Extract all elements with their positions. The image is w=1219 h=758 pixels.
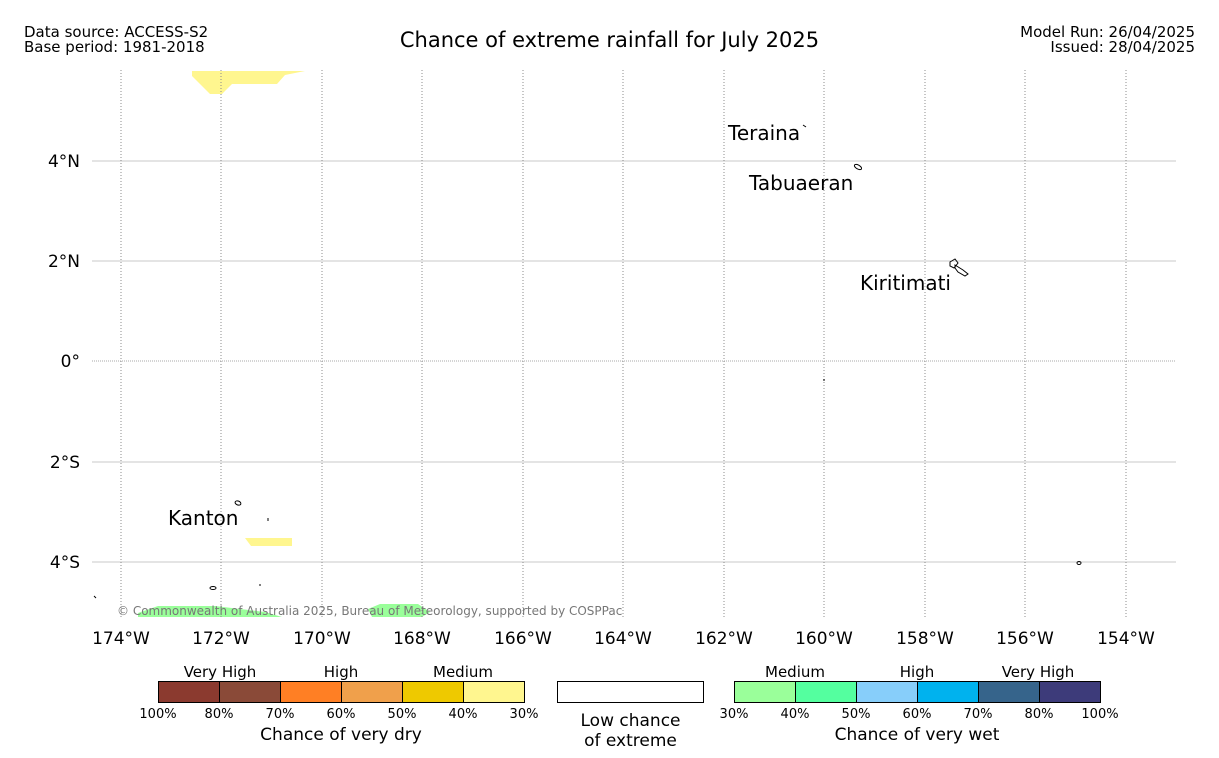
lat-label: 4°S bbox=[50, 553, 80, 573]
dry-tick: 70% bbox=[265, 707, 295, 722]
lat-label: 0° bbox=[61, 352, 80, 372]
wet-region-south-central bbox=[368, 604, 430, 617]
data-source: Data source: ACCESS-S2 bbox=[24, 23, 209, 41]
islet-far-west bbox=[93, 595, 97, 599]
dry-swatch bbox=[219, 681, 281, 703]
teraina-island bbox=[802, 124, 807, 128]
place-label-kanton: Kanton bbox=[168, 506, 238, 530]
lat-label: 4°N bbox=[48, 152, 80, 172]
tabuaeran-island bbox=[853, 163, 863, 171]
dry-tick: 40% bbox=[448, 707, 478, 722]
dry-region-kanton bbox=[245, 538, 292, 546]
lon-gridlines bbox=[120, 70, 1127, 618]
lon-label: 164°W bbox=[594, 629, 652, 649]
wet-group-high: High bbox=[899, 663, 935, 681]
dry-tick: 80% bbox=[204, 707, 234, 722]
kiritimati-island bbox=[949, 258, 969, 277]
lon-label: 156°W bbox=[996, 629, 1054, 649]
dry-tick: 50% bbox=[387, 707, 417, 722]
islet-south-west-a bbox=[209, 586, 217, 590]
lon-label: 174°W bbox=[92, 629, 150, 649]
wet-region-south-west bbox=[138, 606, 282, 617]
wet-swatch bbox=[856, 681, 918, 703]
lon-label: 162°W bbox=[695, 629, 753, 649]
wet-swatch bbox=[734, 681, 796, 703]
lon-label: 166°W bbox=[494, 629, 552, 649]
lat-label: 2°N bbox=[48, 252, 80, 272]
wet-group-very-high: Very High bbox=[1001, 663, 1075, 681]
dry-group-very-high: Very High bbox=[183, 663, 257, 681]
wet-swatch bbox=[1039, 681, 1101, 703]
dry-swatch bbox=[463, 681, 525, 703]
wet-tick: 50% bbox=[841, 707, 871, 722]
place-label-tabuaeran: Tabuaeran bbox=[748, 171, 853, 195]
dry-group-high: High bbox=[323, 663, 359, 681]
lat-gridlines bbox=[92, 160, 1176, 563]
issued-date: Issued: 28/04/2025 bbox=[1050, 38, 1195, 56]
dry-region-north bbox=[192, 71, 305, 94]
dry-swatch bbox=[341, 681, 403, 703]
wet-swatch bbox=[978, 681, 1040, 703]
lon-label: 168°W bbox=[393, 629, 451, 649]
dry-tick: 30% bbox=[509, 707, 539, 722]
wet-swatch bbox=[917, 681, 979, 703]
islet-south-east bbox=[1076, 561, 1082, 565]
map-title: Chance of extreme rainfall for July 2025 bbox=[399, 28, 820, 52]
model-run: Model Run: 26/04/2025 bbox=[1020, 23, 1195, 41]
low-chance-caption-2: of extreme bbox=[584, 731, 677, 751]
wet-tick: 100% bbox=[1081, 707, 1119, 722]
wet-tick: 80% bbox=[1024, 707, 1054, 722]
wet-tick: 70% bbox=[963, 707, 993, 722]
lon-label: 170°W bbox=[293, 629, 351, 649]
low-chance-caption-1: Low chance bbox=[580, 711, 681, 731]
wet-swatch bbox=[795, 681, 857, 703]
dry-group-medium: Medium bbox=[433, 663, 493, 681]
lon-label: 154°W bbox=[1097, 629, 1155, 649]
dry-swatch bbox=[158, 681, 220, 703]
wet-tick: 60% bbox=[902, 707, 932, 722]
low-chance-swatch bbox=[557, 681, 704, 703]
wet-group-medium: Medium bbox=[765, 663, 825, 681]
dry-swatch bbox=[280, 681, 342, 703]
kanton-island bbox=[234, 500, 242, 506]
place-label-kiritimati: Kiritimati bbox=[860, 271, 951, 295]
wet-tick: 30% bbox=[719, 707, 749, 722]
lon-label: 158°W bbox=[896, 629, 954, 649]
dry-swatch bbox=[402, 681, 464, 703]
wet-tick: 40% bbox=[780, 707, 810, 722]
copyright-notice: © Commonwealth of Australia 2025, Bureau… bbox=[117, 604, 622, 618]
base-period: Base period: 1981-2018 bbox=[24, 38, 205, 56]
dry-tick: 100% bbox=[139, 707, 177, 722]
place-label-teraina: Teraina bbox=[727, 121, 800, 145]
dry-caption: Chance of very dry bbox=[260, 725, 422, 745]
wet-caption: Chance of very wet bbox=[834, 725, 1000, 745]
lat-label: 2°S bbox=[50, 453, 80, 473]
dry-tick: 60% bbox=[326, 707, 356, 722]
lon-label: 160°W bbox=[795, 629, 853, 649]
lon-label: 172°W bbox=[192, 629, 250, 649]
